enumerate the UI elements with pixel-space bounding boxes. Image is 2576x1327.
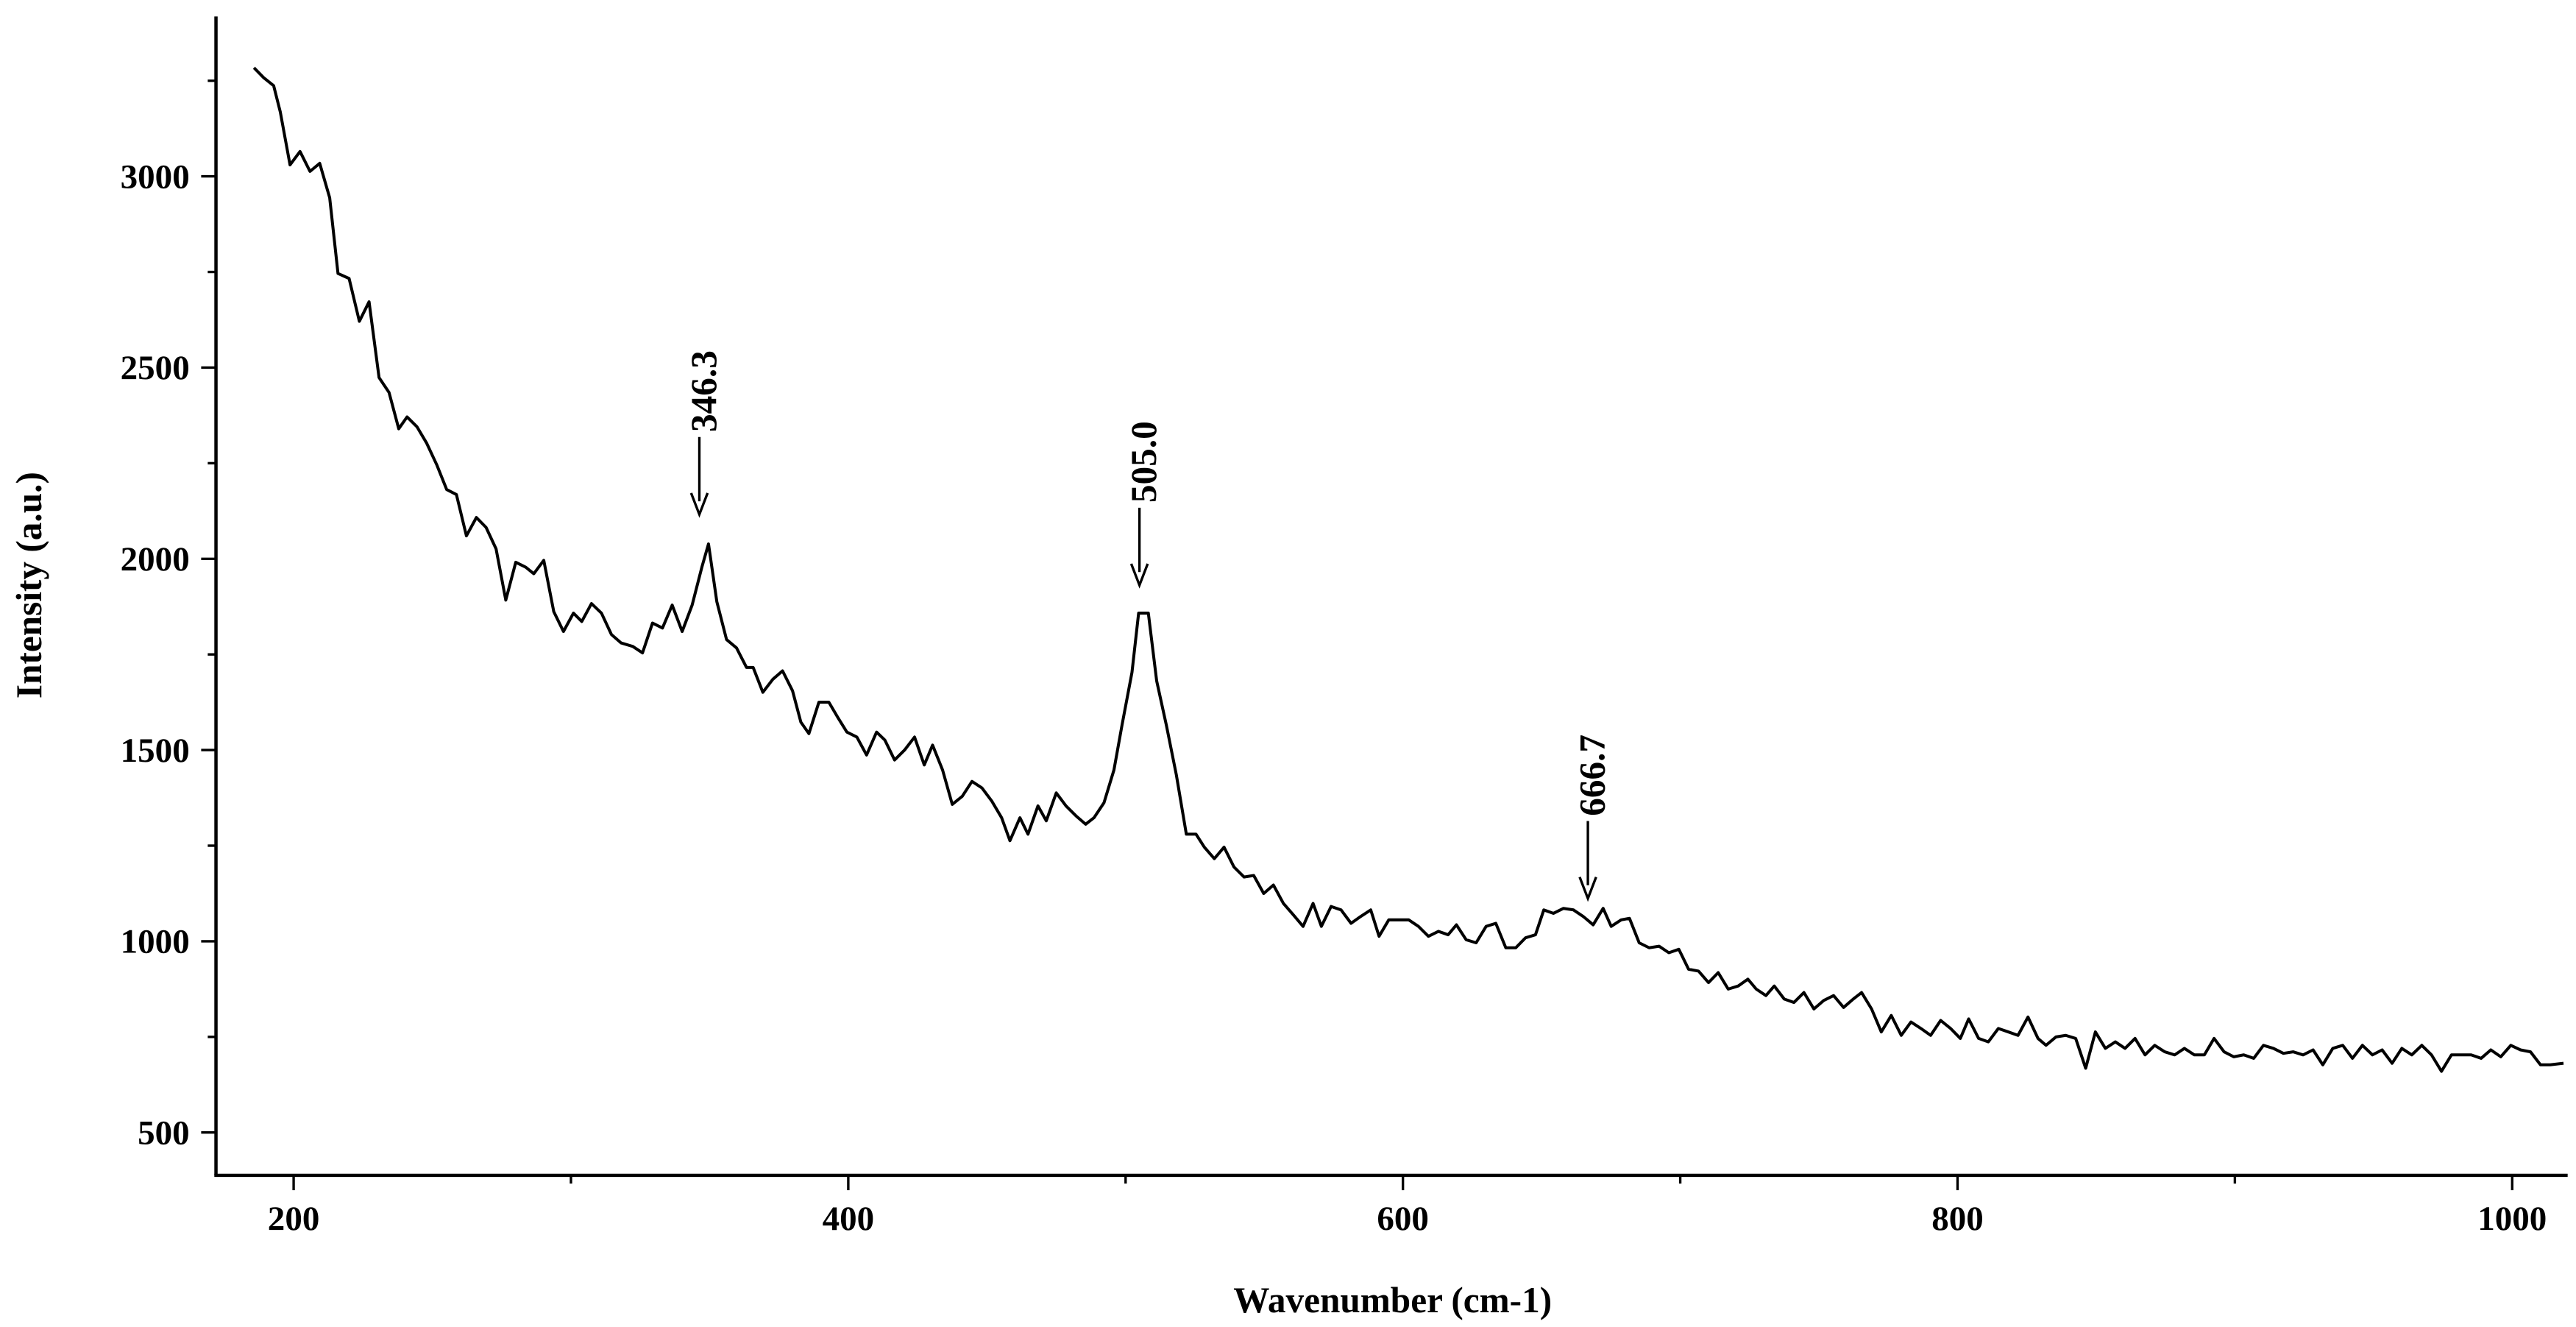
annotation-arrowhead: [1129, 563, 1149, 589]
annotation-label: 346.3: [684, 350, 724, 432]
y-tick-label: 1500: [121, 732, 190, 770]
x-tick-label: 400: [823, 1200, 875, 1238]
y-tick-label: 500: [138, 1114, 190, 1152]
y-tick-label: 3000: [121, 158, 190, 196]
spectrum-line: [252, 66, 2564, 1073]
annotation-label: 666.7: [1572, 735, 1612, 816]
annotation-label: 505.0: [1124, 421, 1164, 503]
y-tick-label: 2000: [121, 540, 190, 578]
x-tick-label: 600: [1377, 1200, 1429, 1238]
y-tick-label: 1000: [121, 923, 190, 961]
x-tick-label: 800: [1931, 1200, 1984, 1238]
x-tick-label: 200: [268, 1200, 320, 1238]
y-tick-label: 2500: [121, 349, 190, 387]
annotation-arrowhead: [1578, 876, 1597, 902]
y-axis-label: Intensity (a.u.): [9, 472, 49, 698]
x-axis-label: Wavenumber (cm-1): [1233, 1280, 1552, 1320]
annotation-arrowhead: [689, 492, 709, 518]
x-tick-label: 1000: [2477, 1200, 2547, 1238]
